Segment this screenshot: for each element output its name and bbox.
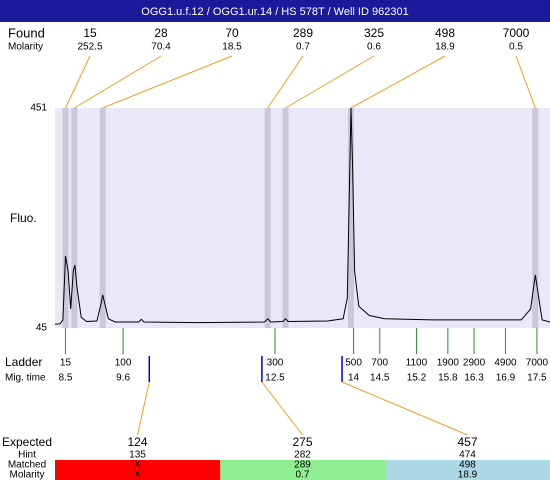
- ladder-size: 1100: [406, 358, 428, 369]
- matched-size: X: [134, 460, 141, 471]
- title: OGG1.u.f.12 / OGG1.ur.14 / HS 578T / Wel…: [141, 6, 408, 18]
- found-connector: [350, 55, 446, 109]
- found-molarity: 0.6: [367, 42, 381, 53]
- ladder-mig-time: 15.8: [438, 373, 458, 384]
- ladder-size: 2900: [463, 358, 486, 369]
- expected-connector: [341, 381, 468, 436]
- expected-hint: 282: [294, 450, 311, 461]
- ladder-size: 4900: [494, 358, 517, 369]
- ladder-size: 15: [60, 358, 72, 369]
- plot-area: [55, 108, 550, 328]
- ladder-size: 700: [371, 358, 388, 369]
- peak-band: [99, 108, 106, 328]
- y-tick-label: 451: [30, 103, 47, 114]
- expected-size: 124: [127, 435, 147, 449]
- peak-band: [264, 108, 271, 328]
- ladder-label: Ladder: [5, 355, 42, 369]
- matched-band: [220, 460, 385, 480]
- peak-band: [532, 108, 539, 328]
- found-connector: [515, 55, 536, 109]
- ladder-mig-time: 17.5: [527, 373, 547, 384]
- ladder-mig-time: 14: [348, 373, 360, 384]
- found-molarity: 252.5: [77, 42, 102, 53]
- matched-band: [385, 460, 550, 480]
- expected-size: 275: [292, 435, 312, 449]
- ladder-mig-time: 16.9: [496, 373, 516, 384]
- found-size: 15: [83, 26, 97, 40]
- ladder-mig-time: 12.5: [265, 373, 285, 384]
- ladder-size: 1900: [437, 358, 460, 369]
- peak-band: [347, 108, 354, 328]
- molarity-label: Molarity: [8, 42, 43, 53]
- expected-size: 457: [457, 435, 477, 449]
- matched-band: [55, 460, 220, 480]
- found-molarity: 70.4: [151, 42, 171, 53]
- found-molarity: 18.5: [222, 42, 242, 53]
- found-size: 7000: [503, 26, 530, 40]
- ladder-size: 7000: [526, 358, 549, 369]
- mig-time-label: Mig. time: [5, 373, 46, 384]
- trace: [54, 107, 550, 325]
- expected-connector: [261, 381, 303, 436]
- matched-molarity: X: [134, 470, 141, 480]
- ladder-mig-time: 8.5: [59, 373, 73, 384]
- found-connector: [65, 55, 91, 109]
- found-connector: [74, 55, 162, 109]
- ladder-mig-time: 9.6: [116, 373, 130, 384]
- matched-size: 498: [459, 460, 476, 471]
- ladder-size: 100: [115, 358, 132, 369]
- expected-hint: 474: [459, 450, 476, 461]
- fluo-label: Fluo.: [10, 211, 37, 225]
- matched-label: Matched: [8, 460, 46, 471]
- matched-molarity: 18.9: [458, 470, 478, 480]
- expected-hint: 135: [129, 450, 146, 461]
- ladder-size: 300: [267, 358, 284, 369]
- expected-connector: [137, 381, 150, 436]
- y-tick-label: 45: [36, 323, 48, 334]
- found-connector: [267, 55, 304, 109]
- found-size: 498: [435, 26, 455, 40]
- found-size: 70: [225, 26, 239, 40]
- found-label: Found: [8, 25, 45, 40]
- hint-label: Hint: [18, 450, 36, 461]
- found-connector: [285, 55, 375, 109]
- peak-band: [62, 108, 69, 328]
- peak-band: [282, 108, 289, 328]
- matched-molarity-label: Molarity: [9, 470, 44, 480]
- ladder-mig-time: 15.2: [407, 373, 427, 384]
- peak-band: [71, 108, 78, 328]
- found-size: 289: [293, 26, 313, 40]
- matched-molarity: 0.7: [296, 470, 310, 480]
- ladder-mig-time: 14.5: [370, 373, 390, 384]
- title-bar: [0, 0, 550, 22]
- matched-size: 289: [294, 460, 311, 471]
- expected-label: Expected: [2, 435, 52, 449]
- found-size: 325: [364, 26, 384, 40]
- found-connector: [102, 55, 233, 109]
- ladder-mig-time: 16.3: [464, 373, 484, 384]
- ladder-size: 500: [345, 358, 362, 369]
- found-molarity: 0.5: [509, 42, 523, 53]
- found-size: 28: [154, 26, 168, 40]
- found-molarity: 0.7: [296, 42, 310, 53]
- found-molarity: 18.9: [435, 42, 455, 53]
